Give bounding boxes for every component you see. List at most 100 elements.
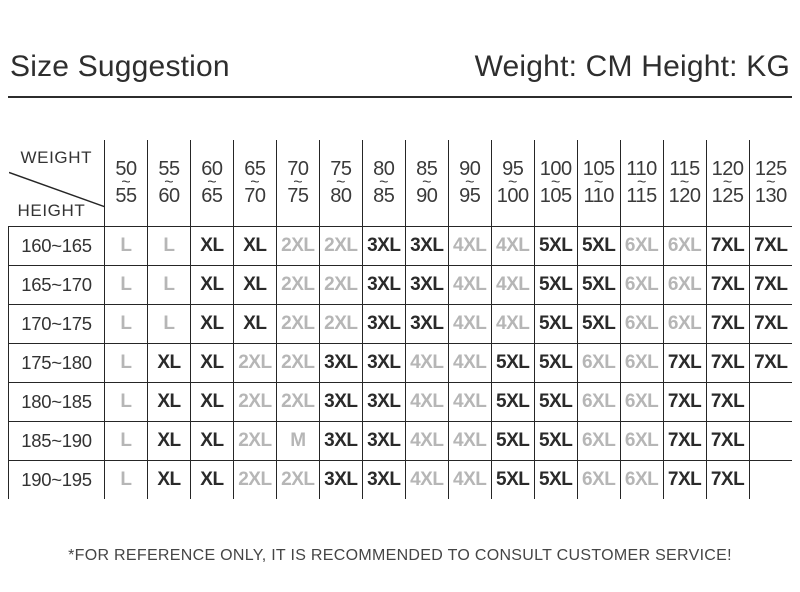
weight-value: 125: [754, 158, 787, 181]
weight-value: 65: [201, 185, 223, 208]
size-cell: 2XL: [232, 342, 277, 383]
weight-value: 105: [539, 185, 572, 208]
size-cell: XL: [146, 420, 191, 461]
size-cell: 3XL: [318, 342, 363, 383]
size-cell: 3XL: [404, 225, 449, 266]
weight-value: 75: [330, 158, 352, 181]
size-cell: 6XL: [619, 420, 664, 461]
size-cell: 2XL: [318, 264, 363, 305]
size-cell: 5XL: [533, 381, 578, 422]
weight-header-row: WEIGHT HEIGHT 50 ~55 55 ~60 60 ~65 65 ~70 70 ~75 7…: [8, 140, 792, 227]
size-cell: L: [104, 264, 148, 305]
size-cell: 2XL: [275, 225, 320, 266]
size-cell: 6XL: [576, 420, 621, 461]
weight-range-header: 70 ~75: [275, 140, 320, 227]
size-row: 160~165 L L XL XL 2XL 2XL 3XL 3XL 4XL 4XL 5XL 5XL 6XL…: [8, 225, 792, 266]
size-cell: 5XL: [533, 225, 578, 266]
size-cell: 4XL: [490, 225, 535, 266]
weight-range-header: 60 ~65: [189, 140, 234, 227]
weight-value: 50: [115, 158, 137, 181]
size-cell: 2XL: [232, 459, 277, 499]
size-cell: 2XL: [318, 303, 363, 344]
weight-value: 115: [669, 158, 700, 181]
size-cell: 3XL: [404, 303, 449, 344]
size-row: 175~180 L XL XL 2XL 2XL 3XL 3XL 4XL 4XL 5XL 5XL 6XL 6…: [8, 342, 792, 383]
tilde-glyph: ~: [207, 174, 217, 192]
weight-range-header: 90 ~95: [447, 140, 492, 227]
size-row: 185~190 L XL XL 2XL M 3XL 3XL 4XL 4XL 5XL 5XL 6XL 6XL…: [8, 420, 792, 461]
size-cell: 7XL: [705, 342, 750, 383]
tilde-glyph: ~: [336, 174, 346, 192]
size-cell: 4XL: [447, 303, 492, 344]
size-cell: L: [104, 381, 148, 422]
size-cell: XL: [146, 459, 191, 499]
tilde-glyph: ~: [722, 174, 733, 192]
size-cell: 7XL: [748, 225, 792, 266]
weight-range-header: 120 ~125: [705, 140, 750, 227]
size-cell: 7XL: [705, 225, 750, 266]
size-cell: 3XL: [318, 459, 363, 499]
size-cell: 6XL: [619, 342, 664, 383]
weight-value: 110: [583, 185, 614, 208]
size-row: 180~185 L XL XL 2XL 2XL 3XL 3XL 4XL 4XL 5XL 5XL 6XL 6…: [8, 381, 792, 422]
size-cell: 5XL: [576, 264, 621, 305]
size-cell: XL: [189, 420, 234, 461]
size-cell: 4XL: [447, 264, 492, 305]
size-cell: 5XL: [490, 342, 535, 383]
weight-range-header: 65 ~70: [232, 140, 277, 227]
size-cell: 6XL: [619, 225, 664, 266]
size-cell: 4XL: [447, 225, 492, 266]
weight-value: 100: [496, 185, 529, 208]
size-cell: 4XL: [447, 420, 492, 461]
size-cell: 6XL: [619, 459, 664, 499]
size-cell: 3XL: [361, 342, 406, 383]
size-cell: 6XL: [576, 342, 621, 383]
size-row: 190~195 L XL XL 2XL 2XL 3XL 3XL 4XL 4XL 5XL 5XL 6XL 6…: [8, 459, 792, 499]
size-row: 170~175 L L XL XL 2XL 2XL 3XL 3XL 4XL 4XL 5XL 5XL 6XL…: [8, 303, 792, 344]
size-cell: 7XL: [748, 342, 792, 383]
size-cell: 5XL: [533, 264, 578, 305]
weight-value: 65: [244, 158, 266, 181]
size-cell: 6XL: [619, 303, 664, 344]
size-cell: 7XL: [748, 264, 792, 305]
weight-range-header: 95 ~100: [490, 140, 535, 227]
size-cell: 6XL: [662, 264, 707, 305]
height-range-header: 170~175: [8, 303, 105, 344]
weight-range-header: 85 ~90: [404, 140, 449, 227]
height-range-header: 190~195: [8, 459, 105, 499]
size-cell: 4XL: [447, 342, 492, 383]
size-cell: 6XL: [662, 303, 707, 344]
weight-value: 110: [626, 158, 657, 181]
weight-value: 120: [711, 158, 744, 181]
size-cell: 3XL: [318, 420, 363, 461]
size-table-head: WEIGHT HEIGHT 50 ~55 55 ~60 60 ~65 65 ~70 70 ~75 7…: [8, 140, 792, 227]
size-cell: 2XL: [275, 264, 320, 305]
size-cell: L: [104, 303, 148, 344]
size-cell: 4XL: [490, 303, 535, 344]
tilde-glyph: ~: [465, 174, 475, 192]
size-cell: M: [275, 420, 320, 461]
height-range-header: 185~190: [8, 420, 105, 461]
size-cell: 3XL: [361, 381, 406, 422]
size-cell: 7XL: [662, 342, 707, 383]
size-table: WEIGHT HEIGHT 50 ~55 55 ~60 60 ~65 65 ~70 70 ~75 7…: [8, 140, 792, 499]
weight-value: 130: [754, 185, 787, 208]
tilde-glyph: ~: [766, 174, 776, 192]
size-cell: 3XL: [361, 225, 406, 266]
size-cell: 2XL: [275, 342, 320, 383]
size-cell: 5XL: [490, 459, 535, 499]
size-cell: [748, 459, 792, 499]
size-cell: 5XL: [576, 303, 621, 344]
weight-value: 125: [711, 185, 744, 208]
size-cell: 2XL: [275, 459, 320, 499]
size-cell: 4XL: [447, 459, 492, 499]
size-cell: 6XL: [619, 264, 664, 305]
weight-value: 85: [416, 158, 438, 181]
size-cell: L: [146, 264, 191, 305]
weight-value: 70: [244, 185, 266, 208]
weight-value: 90: [416, 185, 438, 208]
size-cell: 2XL: [275, 381, 320, 422]
weight-value: 120: [668, 185, 701, 208]
height-axis-label: HEIGHT: [17, 200, 86, 220]
tilde-glyph: ~: [422, 174, 432, 192]
